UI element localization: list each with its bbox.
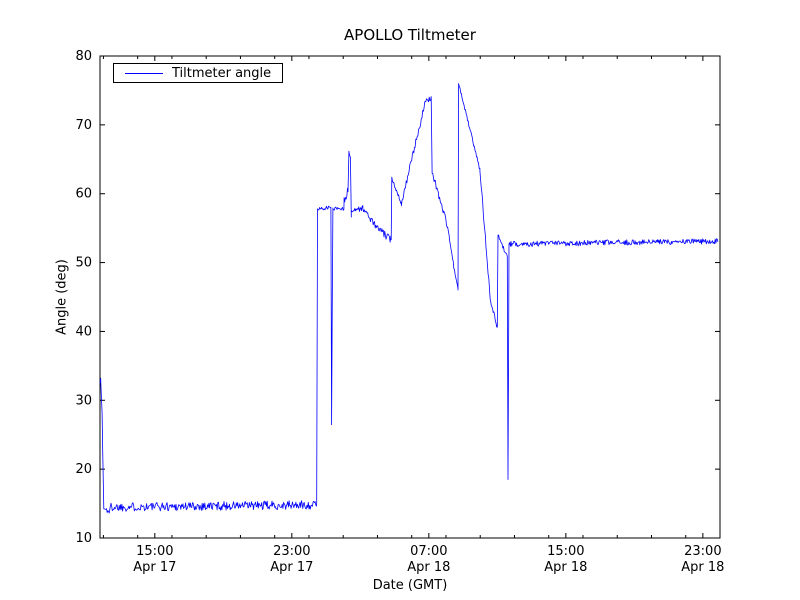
legend-label: Tiltmeter angle (172, 65, 272, 81)
legend: Tiltmeter angle (113, 63, 284, 83)
legend-line-sample (125, 72, 163, 74)
data-line-tiltmeter-angle (99, 83, 719, 514)
y-tick-label: 20 (75, 462, 92, 477)
y-tick-label: 40 (75, 324, 92, 339)
x-tick-date: Apr 18 (544, 560, 587, 575)
y-tick-label: 80 (75, 49, 92, 64)
axes-frame (99, 55, 721, 539)
y-tick-label: 10 (75, 531, 92, 546)
x-tick-date: Apr 17 (270, 560, 313, 575)
y-tick-label: 60 (75, 187, 92, 202)
x-axis-label: Date (GMT) (372, 578, 448, 593)
x-tick-time: 23:00 (273, 544, 310, 559)
y-axis-label: Angle (deg) (54, 259, 70, 335)
y-tick-label: 50 (75, 256, 92, 271)
x-tick-time: 23:00 (684, 544, 721, 559)
x-tick-date: Apr 17 (133, 560, 176, 575)
y-tick-label: 30 (75, 393, 92, 408)
x-tick-date: Apr 18 (407, 560, 450, 575)
y-tick-label: 70 (75, 118, 92, 133)
x-tick-time: 15:00 (136, 544, 173, 559)
axis-ticks (100, 55, 721, 539)
x-tick-time: 07:00 (410, 544, 447, 559)
x-tick-time: 15:00 (547, 544, 584, 559)
chart-title: APOLLO Tiltmeter (344, 26, 476, 44)
x-tick-date: Apr 18 (681, 560, 724, 575)
